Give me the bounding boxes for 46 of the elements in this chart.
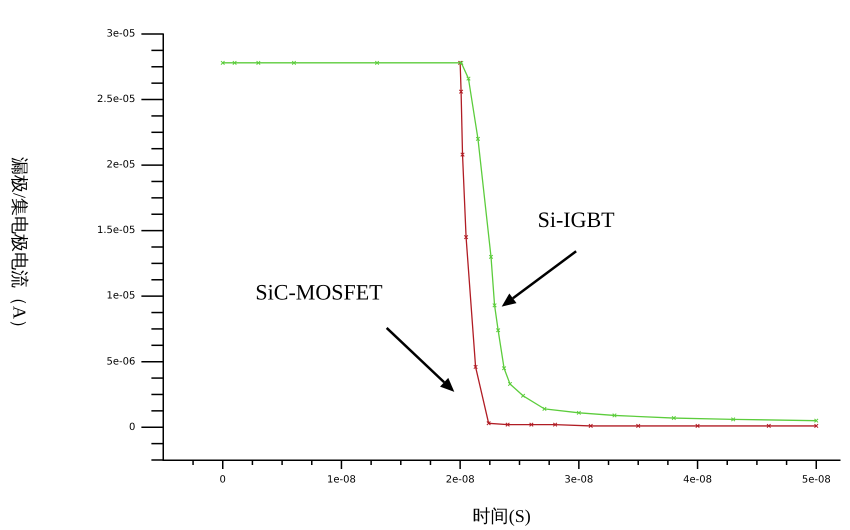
point xyxy=(488,254,494,260)
x-tick-label: 1e-08 xyxy=(327,474,356,486)
point xyxy=(672,416,676,420)
annotation: Si-IGBT xyxy=(538,207,616,232)
y-axis-title: 漏极/集电极电流（A） xyxy=(9,157,30,337)
point xyxy=(492,303,497,308)
point xyxy=(464,234,468,240)
point xyxy=(695,424,700,428)
point xyxy=(529,422,534,427)
point xyxy=(502,366,506,371)
point xyxy=(460,152,465,157)
y-tick-label: 2e-05 xyxy=(106,160,136,171)
point xyxy=(612,413,617,418)
y-tick-label: 3e-05 xyxy=(106,28,136,40)
point xyxy=(473,364,478,370)
point xyxy=(542,406,547,412)
y-tick-label: 5e-06 xyxy=(106,356,136,368)
point xyxy=(520,394,526,398)
annotation: SiC-MOSFET xyxy=(255,280,384,305)
point xyxy=(466,76,471,81)
point xyxy=(256,60,261,66)
point xyxy=(576,410,582,416)
x-tick-label: 0 xyxy=(220,474,226,486)
y-tick-label: 2.5e-05 xyxy=(97,94,136,106)
point xyxy=(232,60,237,66)
x-tick-label: 5e-08 xyxy=(802,474,831,486)
point xyxy=(508,382,512,386)
point xyxy=(505,422,510,427)
point xyxy=(458,89,464,94)
point xyxy=(552,422,558,427)
x-tick-label: 4e-08 xyxy=(683,474,712,486)
x-axis-title: 时间(S) xyxy=(472,506,531,526)
point xyxy=(636,424,640,428)
point xyxy=(476,136,480,142)
point xyxy=(374,60,380,66)
point xyxy=(292,60,296,66)
x-tick-label: 2e-08 xyxy=(446,474,475,486)
point xyxy=(766,424,772,428)
point xyxy=(496,328,500,332)
y-tick-label: 1.5e-05 xyxy=(97,225,136,236)
x-tick-label: 3e-08 xyxy=(564,474,594,486)
point xyxy=(588,424,593,428)
point xyxy=(486,421,491,426)
y-tick-label: 0 xyxy=(129,422,136,433)
y-tick-label: 1e-05 xyxy=(106,290,136,302)
point xyxy=(730,417,736,422)
